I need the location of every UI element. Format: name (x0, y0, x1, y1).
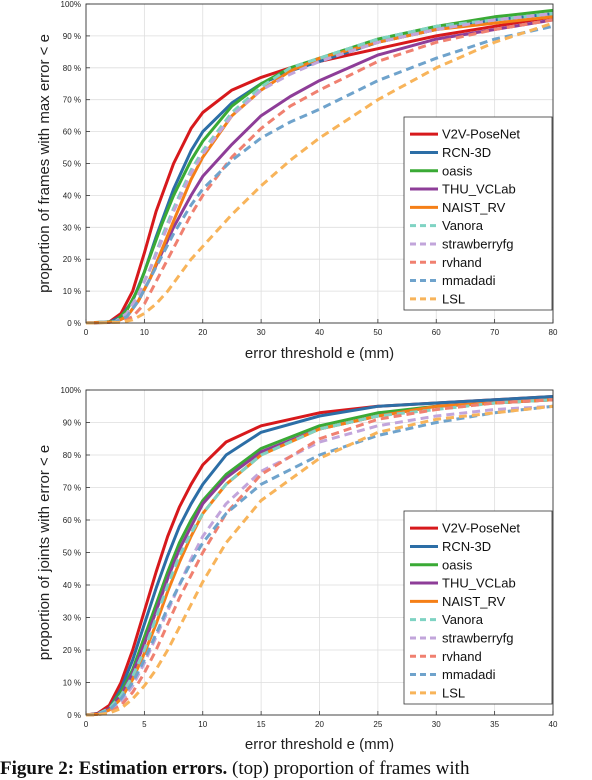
legend-label: oasis (442, 557, 473, 572)
y-tick-label: 100% (61, 0, 81, 9)
figure-caption: Figure 2: Estimation errors. (top) propo… (0, 758, 592, 780)
y-tick-label: 30 % (63, 223, 81, 232)
legend-box (403, 116, 553, 311)
x-tick-label: 0 (84, 328, 89, 337)
y-tick-label: 70 % (63, 484, 81, 493)
series-line-v2v-posenet (85, 15, 554, 325)
legend-label: V2V-PoseNet (442, 127, 520, 142)
y-tick-label: 0 % (67, 319, 81, 328)
y-tick-label: 90 % (63, 419, 81, 428)
legend-label: THU_VCLab (442, 576, 516, 591)
legend-label: RCN-3D (442, 539, 491, 554)
axes-box (85, 3, 554, 324)
y-tick-label: 70 % (63, 96, 81, 105)
y-tick-label: 50 % (63, 549, 81, 558)
y-tick-label: 40 % (63, 581, 81, 590)
legend-label: strawberryfg (442, 630, 514, 645)
series-line-strawberryfg (85, 12, 554, 325)
legend-label: strawberryfg (442, 236, 514, 251)
y-tick-label: 10 % (63, 287, 81, 296)
legend-label: LSL (442, 291, 465, 306)
y-tick-label: 0 % (67, 711, 81, 720)
caption-lead: Figure 2: Estimation errors. (0, 758, 228, 779)
x-tick-label: 40 (315, 328, 324, 337)
y-tick-label: 20 % (63, 646, 81, 655)
legend-label: LSL (442, 685, 465, 700)
legend-label: NAIST_RV (442, 200, 506, 215)
x-tick-label: 5 (142, 720, 147, 729)
series-line-mmadadi (85, 24, 554, 325)
y-tick-label: 60 % (63, 128, 81, 137)
series-line-rcn-3d (85, 395, 554, 717)
x-axis-label: error threshold e (mm) (245, 736, 394, 753)
y-tick-label: 80 % (63, 451, 81, 460)
x-tick-label: 80 (549, 328, 558, 337)
x-tick-label: 20 (198, 328, 207, 337)
series-line-lsl (85, 21, 554, 325)
legend-label: mmadadi (442, 273, 496, 288)
y-tick-label: 40 % (63, 191, 81, 200)
x-axis-label: error threshold e (mm) (245, 345, 394, 362)
legend-label: THU_VCLab (442, 182, 516, 197)
legend-label: Vanora (442, 218, 484, 233)
legend-label: oasis (442, 163, 473, 178)
series-line-mmadadi (85, 404, 554, 717)
x-tick-label: 30 (432, 720, 441, 729)
x-tick-label: 50 (373, 328, 382, 337)
y-tick-label: 90 % (63, 32, 81, 41)
x-tick-label: 10 (140, 328, 149, 337)
x-tick-label: 60 (432, 328, 441, 337)
y-tick-label: 60 % (63, 516, 81, 525)
y-axis-label: proportion of joints with error < e (36, 445, 53, 661)
x-tick-label: 40 (549, 720, 558, 729)
chart-joints-error: 0 5 10 15 20 25 30 35 40 0 % 10 % 20 % 30 % 40 % 50 % 6… (36, 386, 558, 753)
legend: V2V-PoseNet RCN-3D oasis THU_VCLab NAIST_RV V… (403, 510, 553, 705)
legend-label: rvhand (442, 255, 482, 270)
x-tick-label: 70 (490, 328, 499, 337)
y-tick-label: 100% (61, 386, 81, 395)
x-tick-label: 0 (84, 720, 89, 729)
caption-text: (top) proportion of frames with (227, 758, 470, 779)
y-tick-label: 30 % (63, 614, 81, 623)
chart-frames-max-error: 0 10 20 30 40 50 60 70 80 0 % 10 % 20 % 30 % 40 % 50 %… (36, 0, 558, 362)
legend-box (403, 510, 553, 705)
x-tick-label: 10 (198, 720, 207, 729)
legend-label: rvhand (442, 649, 482, 664)
series-line-vanora (85, 398, 554, 717)
axes-box (85, 389, 554, 716)
y-axis-label: proportion of frames with max error < e (36, 34, 53, 293)
series-line-rvhand (85, 18, 554, 325)
series-line-lsl (85, 404, 554, 717)
y-tick-label: 50 % (63, 160, 81, 169)
x-tick-label: 35 (490, 720, 499, 729)
series-line-oasis (85, 398, 554, 717)
x-tick-label: 15 (257, 720, 266, 729)
legend-label: mmadadi (442, 667, 496, 682)
series-line-rvhand (85, 398, 554, 717)
y-tick-label: 80 % (63, 64, 81, 73)
legend: V2V-PoseNet RCN-3D oasis THU_VCLab NAIST_RV V… (403, 116, 553, 311)
x-tick-label: 30 (257, 328, 266, 337)
legend-label: V2V-PoseNet (442, 521, 520, 536)
legend-label: Vanora (442, 612, 484, 627)
x-tick-label: 25 (373, 720, 382, 729)
y-tick-label: 20 % (63, 255, 81, 264)
y-tick-label: 10 % (63, 679, 81, 688)
legend-label: RCN-3D (442, 145, 491, 160)
legend-label: NAIST_RV (442, 594, 506, 609)
x-tick-label: 20 (315, 720, 324, 729)
